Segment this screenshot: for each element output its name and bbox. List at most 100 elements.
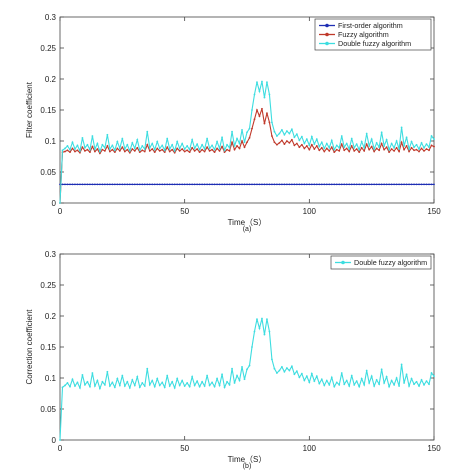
data-point xyxy=(418,148,420,150)
data-point xyxy=(290,365,293,368)
data-point xyxy=(405,183,408,186)
data-point xyxy=(373,385,376,387)
data-point xyxy=(71,141,74,144)
legend-label: First-order algorithm xyxy=(338,21,403,30)
legend-marker xyxy=(325,32,329,37)
data-point xyxy=(111,148,114,151)
data-point xyxy=(243,378,246,381)
x-tick-label: 0 xyxy=(58,444,63,453)
data-point xyxy=(193,147,196,150)
data-point xyxy=(241,183,243,186)
data-point xyxy=(308,381,311,384)
chart-panel-1: 0 0.05 0.1 0.15 0.2 0.25 0.3 0 50 100 150 Time（S） Fi… xyxy=(25,13,441,233)
data-point xyxy=(98,387,101,390)
data-point xyxy=(228,150,231,152)
data-point xyxy=(116,183,119,186)
data-point xyxy=(216,140,218,143)
data-point xyxy=(126,143,129,146)
data-point xyxy=(211,183,213,186)
data-point xyxy=(181,148,184,150)
data-point xyxy=(84,183,86,186)
data-point xyxy=(281,128,283,131)
data-point xyxy=(413,383,415,386)
data-point xyxy=(263,333,266,336)
data-point xyxy=(295,142,298,145)
data-point xyxy=(251,127,253,130)
y-tick-label: 0.3 xyxy=(45,250,57,259)
data-point xyxy=(413,146,415,149)
data-point xyxy=(113,151,116,154)
data-point xyxy=(405,136,408,139)
data-point xyxy=(168,183,171,186)
data-point xyxy=(375,147,378,150)
data-point xyxy=(79,183,81,186)
data-point xyxy=(181,379,184,382)
data-point xyxy=(278,183,281,186)
data-point xyxy=(261,107,263,110)
data-point xyxy=(398,183,400,186)
data-point xyxy=(151,183,154,186)
data-point xyxy=(213,385,216,388)
data-point xyxy=(191,183,194,186)
data-point xyxy=(413,149,415,152)
legend-label: Fuzzy algorithm xyxy=(338,30,389,39)
data-point xyxy=(358,151,361,154)
data-point xyxy=(398,385,400,387)
data-point xyxy=(390,183,393,186)
data-point xyxy=(196,143,199,146)
data-point xyxy=(223,149,226,152)
data-point xyxy=(355,148,358,150)
data-point xyxy=(385,146,388,149)
data-point xyxy=(278,141,281,144)
legend-label: Double fuzzy algorithm xyxy=(338,39,411,48)
data-point xyxy=(248,364,251,367)
data-point xyxy=(61,386,64,389)
data-point xyxy=(173,387,176,389)
data-point xyxy=(410,140,413,143)
data-point xyxy=(355,183,358,186)
data-point xyxy=(208,384,211,387)
data-point xyxy=(188,385,191,388)
data-point xyxy=(261,183,263,186)
data-point xyxy=(390,379,393,382)
data-point xyxy=(328,146,331,149)
data-point xyxy=(281,139,283,142)
data-point xyxy=(143,150,146,153)
data-point xyxy=(136,375,139,378)
data-point xyxy=(303,379,306,382)
data-point xyxy=(345,147,348,150)
legend-marker xyxy=(325,41,329,46)
data-point xyxy=(201,183,204,186)
data-point xyxy=(106,145,109,147)
data-point xyxy=(143,148,146,150)
data-point xyxy=(146,367,149,370)
data-point xyxy=(345,183,348,186)
data-point xyxy=(415,380,418,383)
data-point xyxy=(360,183,363,186)
data-point xyxy=(201,148,204,151)
data-point xyxy=(69,385,71,388)
data-point xyxy=(113,149,116,152)
chart-panel-2: 0 0.05 0.1 0.15 0.2 0.25 0.3 0 50 100 150 Time（S） Co… xyxy=(25,250,441,470)
data-point xyxy=(156,183,159,186)
data-point xyxy=(268,121,271,124)
data-point xyxy=(216,183,218,186)
data-point xyxy=(348,150,351,153)
data-point xyxy=(266,318,268,320)
data-point xyxy=(365,183,368,186)
data-point xyxy=(191,375,194,378)
y-tick-label: 0.2 xyxy=(45,312,57,321)
data-point xyxy=(395,140,398,142)
data-point xyxy=(293,136,296,139)
data-point xyxy=(84,146,86,149)
data-point xyxy=(173,183,176,186)
data-point xyxy=(378,149,381,152)
data-point xyxy=(113,183,116,186)
data-point xyxy=(315,145,318,147)
data-point xyxy=(340,372,343,374)
data-point xyxy=(433,375,435,378)
data-point xyxy=(343,149,346,152)
legend-label: Double fuzzy algorithm xyxy=(354,258,427,267)
data-point xyxy=(325,379,328,382)
data-point xyxy=(253,183,256,186)
